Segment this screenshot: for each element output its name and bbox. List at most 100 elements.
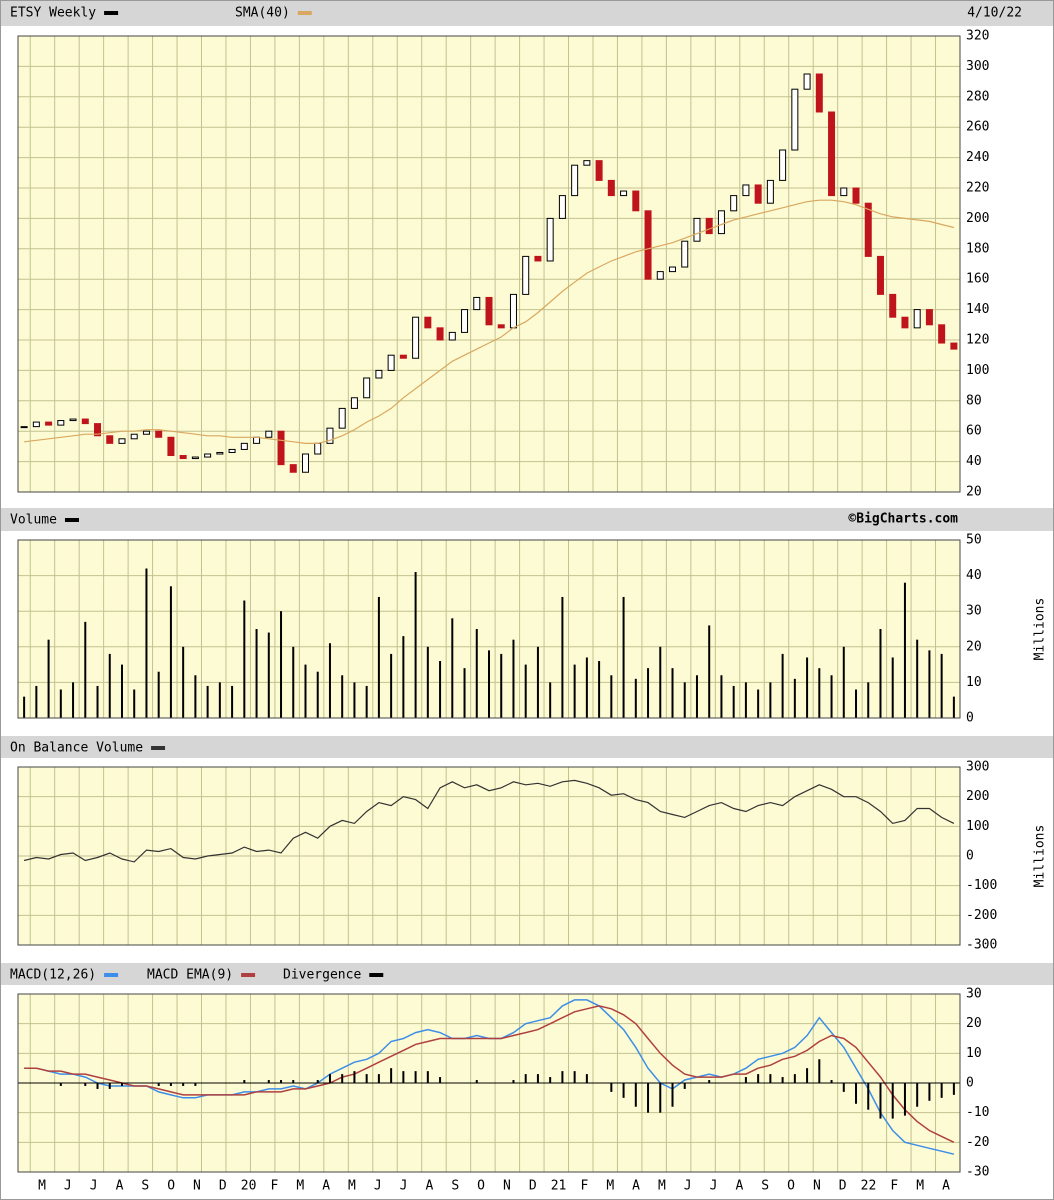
- bar: [353, 682, 356, 718]
- bar: [647, 1083, 650, 1113]
- y-axis-label: Millions: [1033, 825, 1048, 888]
- bar: [280, 1080, 283, 1083]
- candle: [399, 354, 407, 359]
- x-tick-label: O: [167, 1179, 175, 1194]
- bar: [891, 657, 894, 718]
- y-tick-label: -20: [966, 1135, 989, 1150]
- bar: [622, 1083, 625, 1098]
- candle: [889, 293, 897, 318]
- candle: [94, 423, 102, 437]
- candle: [424, 316, 432, 329]
- panel-header: [1, 736, 1053, 758]
- candle: [461, 309, 469, 333]
- candle: [705, 217, 713, 235]
- bar: [903, 1083, 906, 1116]
- candle: [901, 316, 909, 329]
- bar: [659, 646, 662, 718]
- candle: [204, 453, 212, 458]
- line: [24, 199, 955, 444]
- bar: [818, 1059, 821, 1083]
- x-tick-label: A: [322, 1179, 330, 1194]
- bar: [744, 1077, 747, 1083]
- candle: [448, 331, 456, 341]
- bar: [585, 657, 588, 718]
- y-tick-label: -200: [966, 908, 997, 923]
- candle: [142, 430, 150, 435]
- candle: [693, 217, 701, 242]
- candle: [228, 448, 236, 453]
- x-tick-label: J: [684, 1179, 692, 1194]
- bar: [769, 682, 772, 718]
- bar: [157, 1083, 160, 1086]
- bar: [573, 1071, 576, 1083]
- panel-header: [1, 963, 1053, 985]
- bar: [402, 636, 405, 718]
- x-tick-label: M: [606, 1179, 614, 1194]
- x-tick-label: N: [193, 1179, 201, 1194]
- bar: [867, 1083, 870, 1110]
- y-tick-label: 0: [966, 1076, 974, 1091]
- candle: [179, 455, 187, 460]
- candle: [815, 73, 823, 113]
- bar: [952, 1083, 955, 1095]
- date: 4/10/22: [967, 6, 1022, 21]
- bar: [610, 675, 613, 718]
- candle: [717, 210, 725, 235]
- bar: [683, 1083, 686, 1089]
- bar: [757, 1074, 760, 1083]
- bar: [328, 1074, 331, 1083]
- bar: [867, 682, 870, 718]
- bar: [133, 689, 136, 718]
- candle: [534, 255, 542, 262]
- candle: [571, 164, 579, 197]
- bar: [524, 1074, 527, 1083]
- bar: [84, 621, 87, 718]
- bar: [365, 1074, 368, 1083]
- candle: [130, 433, 138, 440]
- bar: [96, 1083, 99, 1089]
- bar: [940, 653, 943, 718]
- bar: [96, 685, 99, 718]
- candle: [938, 324, 946, 344]
- y-tick-label: 200: [966, 211, 989, 226]
- legend-swatch: [151, 746, 166, 750]
- bar: [47, 639, 50, 718]
- x-tick-label: D: [219, 1179, 227, 1194]
- bar: [108, 653, 111, 718]
- candle: [81, 418, 89, 425]
- bar: [879, 1083, 882, 1119]
- bar: [879, 629, 882, 718]
- bar: [585, 1074, 588, 1083]
- candle: [436, 327, 444, 341]
- candle: [632, 190, 640, 212]
- bar: [928, 650, 931, 718]
- candle: [338, 407, 346, 429]
- candle: [546, 217, 554, 262]
- x-tick-label: F: [580, 1179, 588, 1194]
- bar: [561, 596, 564, 718]
- candle: [301, 453, 309, 473]
- x-tick-label: 22: [861, 1179, 877, 1194]
- y-tick-label: -300: [966, 938, 997, 953]
- candle: [253, 436, 261, 444]
- x-tick-label: A: [632, 1179, 640, 1194]
- bar: [524, 664, 527, 718]
- bar: [806, 1068, 809, 1083]
- bar: [818, 668, 821, 718]
- bar: [341, 675, 344, 718]
- bar: [708, 1080, 711, 1083]
- bar: [414, 1071, 417, 1083]
- bar: [855, 689, 858, 718]
- x-tick-label: J: [710, 1179, 718, 1194]
- bar: [439, 661, 442, 718]
- candle: [840, 187, 848, 197]
- bar: [120, 664, 123, 718]
- bar: [781, 1077, 784, 1083]
- y-tick-label: 0: [966, 849, 974, 864]
- x-tick-label: S: [451, 1179, 459, 1194]
- legend-label: MACD(12,26): [10, 968, 96, 983]
- y-tick-label: 10: [966, 1046, 982, 1061]
- bar: [488, 650, 490, 718]
- candle: [766, 179, 774, 204]
